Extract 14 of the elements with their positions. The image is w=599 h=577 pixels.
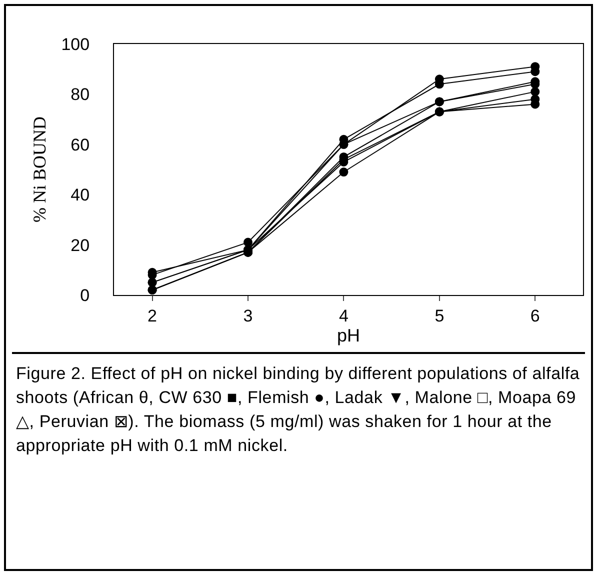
x-tick-label: 2 [148, 306, 158, 326]
y-tick-label: 100 [61, 34, 90, 54]
x-axis-title: pH [336, 325, 360, 346]
x-tick-label: 6 [530, 306, 540, 326]
x-tick-label: 4 [338, 306, 348, 326]
y-tick-label: 0 [80, 286, 90, 305]
y-tick-label: 80 [70, 85, 90, 104]
x-tick-label: 5 [434, 306, 444, 326]
y-tick-label: 20 [70, 236, 90, 255]
y-tick-label: 60 [70, 135, 90, 154]
x-tick-label: 3 [243, 306, 253, 326]
y-tick-label: 40 [70, 186, 90, 205]
y-axis-title: % Ni BOUND [29, 116, 50, 222]
caption: Figure 2. Effect of pH on nickel binding by different populations of alfalfa shoots (African θ, CW 630 ■, Flemish ●, Ladak ▼, Malone □, Moapa 69 △, Peruvian ⊠). The biomass (5 mg/ml) was shaken for 1 hour at the appropriate pH with 0.1 mM nickel. [12, 352, 585, 466]
